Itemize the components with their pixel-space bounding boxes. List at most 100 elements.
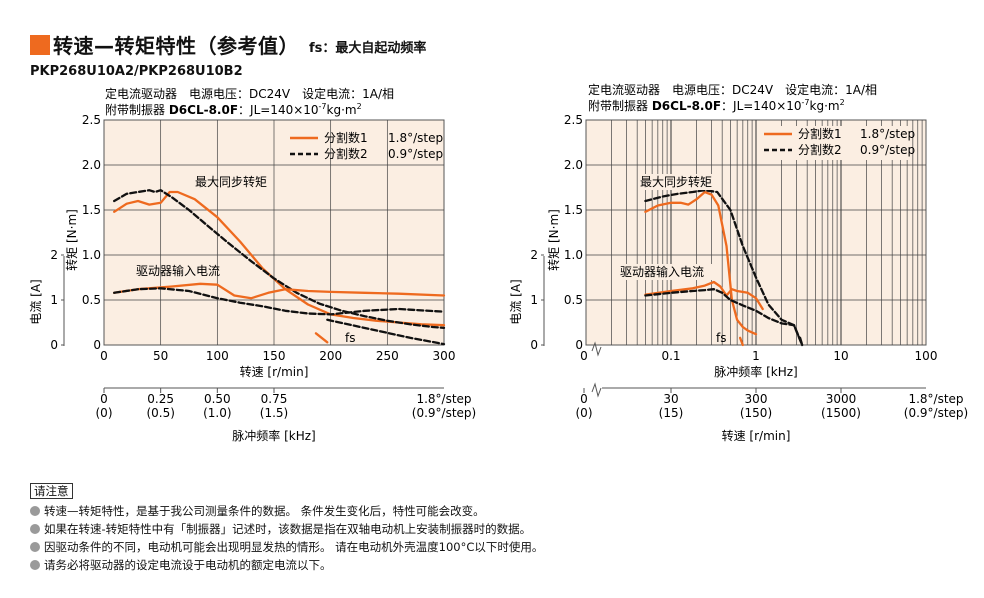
second-axis-tick-label: 3000 — [826, 392, 857, 406]
x-tick-label: 200 — [319, 349, 342, 363]
current-tick-label: 1 — [50, 293, 58, 307]
y-tick-label: 0.5 — [564, 293, 583, 307]
series-line-torque-div1 — [113, 190, 332, 316]
bullet-icon — [30, 560, 40, 570]
cond-damper: D6CL-8.0F — [652, 99, 721, 113]
annotation-fs: fs — [716, 331, 726, 345]
legend-step-1: 1.8°/step — [388, 131, 443, 145]
cond-text-e: kg·m — [327, 103, 357, 117]
x-tick-label: 50 — [153, 349, 168, 363]
x-tick-label: 0.1 — [661, 349, 680, 363]
y-axis-label: 转矩 [N·m] — [64, 209, 79, 271]
y-tick-label: 1.0 — [564, 248, 583, 262]
legend: 分割数1 1.8°/step 分割数2 0.9°/step — [760, 126, 915, 160]
current-tick-label: 0 — [530, 338, 538, 352]
series-line-fs-div1 — [314, 332, 329, 344]
note-item: 因驱动条件的不同，电动机可能会出现明显发热的情形。 请在电动机外壳温度100°C… — [30, 538, 543, 556]
title-main: 转速—转矩特性（参考值） — [53, 34, 299, 58]
series-line-torque-div1 — [644, 190, 758, 336]
y-tick-label: 2.0 — [82, 158, 101, 172]
legend-bg — [760, 126, 910, 160]
series-group — [113, 189, 446, 346]
chart-linear: 定电流驱动器 电源电压：DC24V 设定电流：1A/相 附带制振器 D6CL-8… — [29, 86, 476, 443]
cond-exp1: -7 — [319, 102, 327, 111]
series-line-torque-div2 — [113, 189, 446, 330]
y-tick-label: 0.5 — [82, 293, 101, 307]
second-axis-tick-label: 0.50 — [204, 392, 231, 406]
cond-text-e: kg·m — [810, 99, 840, 113]
second-axis-tick-label: 0.75 — [261, 392, 288, 406]
y-tick-label: 1.5 — [82, 203, 101, 217]
chart-conditions-line1: 定电流驱动器 电源电压：DC24V 设定电流：1A/相 — [105, 86, 394, 101]
chart-log: 定电流驱动器 电源电压：DC24V 设定电流：1A/相 附带制振器 D6CL-8… — [509, 82, 968, 443]
x-tick-label: 10 — [833, 349, 848, 363]
notes-section: 请注意 转速—转矩特性，是基于我公司测量条件的数据。 条件发生变化后，特性可能会… — [30, 482, 543, 574]
note-text: 转速—转矩特性，是基于我公司测量条件的数据。 条件发生变化后，特性可能会改变。 — [44, 504, 485, 518]
legend-step-2: 0.9°/step — [860, 143, 915, 157]
y-tick-label: 2.5 — [82, 113, 101, 127]
annotation-current: 驱动器输入电流 — [136, 263, 220, 278]
second-axis-tick-label-paren: (1.0) — [203, 406, 231, 420]
cond-text-c: ：JL=140×10 — [721, 99, 802, 113]
x-tick-label: 150 — [263, 349, 286, 363]
legend-step-2: 0.9°/step — [388, 147, 443, 161]
y-tick-label: 2.5 — [564, 113, 583, 127]
current-tick-label: 2 — [50, 248, 58, 262]
x-tick-label: 300 — [433, 349, 456, 363]
cond-exp2: 2 — [840, 98, 845, 107]
page-title: 转速—转矩特性（参考值） fs：最大自起动频率 — [30, 30, 426, 59]
x-tick-label: 100 — [206, 349, 229, 363]
cond-exp1: -7 — [802, 98, 810, 107]
x-axis-label: 转速 [r/min] — [240, 364, 309, 379]
second-axis-label: 脉冲频率 [kHz] — [232, 428, 315, 443]
annotation-current: 驱动器输入电流 — [620, 264, 704, 279]
y-tick-label: 0 — [93, 338, 101, 352]
notes-heading: 请注意 — [30, 483, 73, 499]
x-tick-label: 0 — [580, 349, 588, 363]
current-axis-label: 电流 [A] — [29, 279, 43, 324]
note-item: 请务必将驱动器的设定电流设于电动机的额定电流以下。 — [30, 556, 543, 574]
series-line-fs-div2 — [798, 336, 804, 347]
x-tick-label: 1 — [752, 349, 760, 363]
current-tick-label: 1 — [530, 293, 538, 307]
current-tick-label: 0 — [50, 338, 58, 352]
second-axis-tick-label-paren: (0.5) — [146, 406, 174, 420]
model-number: PKP268U10A2/PKP268U10B2 — [30, 64, 243, 79]
second-axis-label: 转速 [r/min] — [722, 428, 791, 443]
chart-conditions-line1: 定电流驱动器 电源电压：DC24V 设定电流：1A/相 — [588, 82, 877, 97]
bullet-icon — [30, 542, 40, 552]
second-axis-tick-label: 0.25 — [147, 392, 174, 406]
series-group — [644, 189, 804, 347]
x-tick-label: 100 — [915, 349, 938, 363]
legend-name-1: 分割数1 — [798, 126, 842, 141]
series-line-torque-div2 — [644, 189, 804, 347]
note-text: 因驱动条件的不同，电动机可能会出现明显发热的情形。 请在电动机外壳温度100°C… — [44, 540, 544, 554]
current-axis-label: 电流 [A] — [509, 279, 523, 324]
second-axis-tick-label-paren: (0.9°/step) — [412, 406, 476, 420]
annotation-bg-current — [618, 264, 720, 280]
note-text: 请务必将驱动器的设定电流设于电动机的额定电流以下。 — [44, 558, 332, 572]
chart-conditions-line2: 附带制振器 D6CL-8.0F：JL=140×10-7kg·m2 — [588, 98, 845, 113]
cond-damper: D6CL-8.0F — [169, 103, 238, 117]
legend-name-1: 分割数1 — [324, 130, 368, 145]
series-line-current-div1 — [113, 282, 446, 300]
second-axis-tick-label-paren: (1.5) — [260, 406, 288, 420]
second-axis-tick-label: 0 — [580, 392, 588, 406]
bullet-icon — [30, 524, 40, 534]
x-tick-label: 250 — [376, 349, 399, 363]
note-text: 如果在转速-转矩特性中有「制振器」记述时，该数据是指在双轴电动机上安装制振器时的… — [44, 522, 532, 536]
bullet-icon — [30, 506, 40, 516]
title-marker — [30, 34, 50, 55]
title-sub: fs：最大自起动频率 — [309, 40, 427, 56]
legend-step-1: 1.8°/step — [860, 127, 915, 141]
legend-name-2: 分割数2 — [798, 142, 842, 157]
note-item: 转速—转矩特性，是基于我公司测量条件的数据。 条件发生变化后，特性可能会改变。 — [30, 502, 543, 520]
second-axis-tick-label: 1.8°/step — [908, 392, 963, 406]
current-tick-label: 2 — [530, 248, 538, 262]
y-tick-label: 1.5 — [564, 203, 583, 217]
y-tick-label: 2.0 — [564, 158, 583, 172]
second-axis-tick-label-paren: (1500) — [821, 406, 861, 420]
y-tick-label: 1.0 — [82, 248, 101, 262]
